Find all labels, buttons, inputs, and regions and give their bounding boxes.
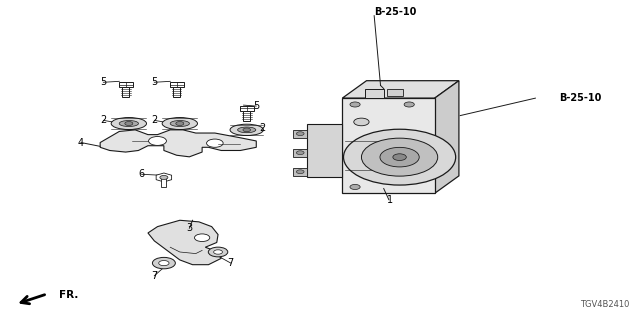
Text: 2: 2 [259,123,266,133]
Circle shape [344,129,456,185]
Ellipse shape [111,117,147,130]
Polygon shape [307,124,342,178]
Polygon shape [342,81,459,98]
Bar [122,87,129,97]
Bar [170,82,184,87]
Circle shape [152,257,175,269]
Text: 2: 2 [100,115,106,125]
Polygon shape [435,81,459,193]
Bar [293,130,307,138]
Bar [365,89,384,98]
Bar [173,87,180,97]
Circle shape [350,102,360,107]
Circle shape [404,102,414,107]
Bar [118,82,132,87]
Text: 5: 5 [253,101,259,111]
Circle shape [296,151,304,155]
Text: 5: 5 [151,77,157,87]
Text: 7: 7 [151,271,157,281]
Ellipse shape [237,127,256,133]
Bar [239,106,254,111]
Bar [293,149,307,157]
Circle shape [195,234,210,242]
Polygon shape [148,220,221,265]
Circle shape [159,260,169,266]
Polygon shape [100,130,256,157]
Circle shape [214,250,223,254]
Text: 6: 6 [138,169,145,179]
Text: B-25-10: B-25-10 [559,93,602,103]
Text: 7: 7 [228,258,234,268]
Circle shape [243,128,250,132]
Circle shape [380,148,419,167]
Text: FR.: FR. [59,290,78,300]
Text: 4: 4 [78,138,84,148]
Ellipse shape [230,124,264,136]
Text: 1: 1 [387,195,393,205]
Ellipse shape [119,121,138,126]
Bar [293,168,307,176]
Text: 5: 5 [100,77,106,87]
Circle shape [125,122,133,125]
Bar [161,178,166,187]
Text: TGV4B2410: TGV4B2410 [580,300,629,309]
Ellipse shape [162,117,198,130]
Ellipse shape [170,121,189,126]
Circle shape [362,138,438,176]
Bar [342,98,435,193]
Text: 3: 3 [186,223,192,233]
Circle shape [354,118,369,126]
Circle shape [160,175,168,180]
Circle shape [208,247,228,257]
Text: 2: 2 [151,115,157,125]
Bar [243,111,250,121]
Polygon shape [156,173,172,182]
Text: B-25-10: B-25-10 [374,7,417,18]
Circle shape [148,137,166,145]
Circle shape [393,154,406,161]
Circle shape [350,184,360,189]
Circle shape [296,170,304,174]
Circle shape [207,139,223,147]
Circle shape [296,132,304,136]
Circle shape [176,122,184,125]
Bar [387,89,403,96]
